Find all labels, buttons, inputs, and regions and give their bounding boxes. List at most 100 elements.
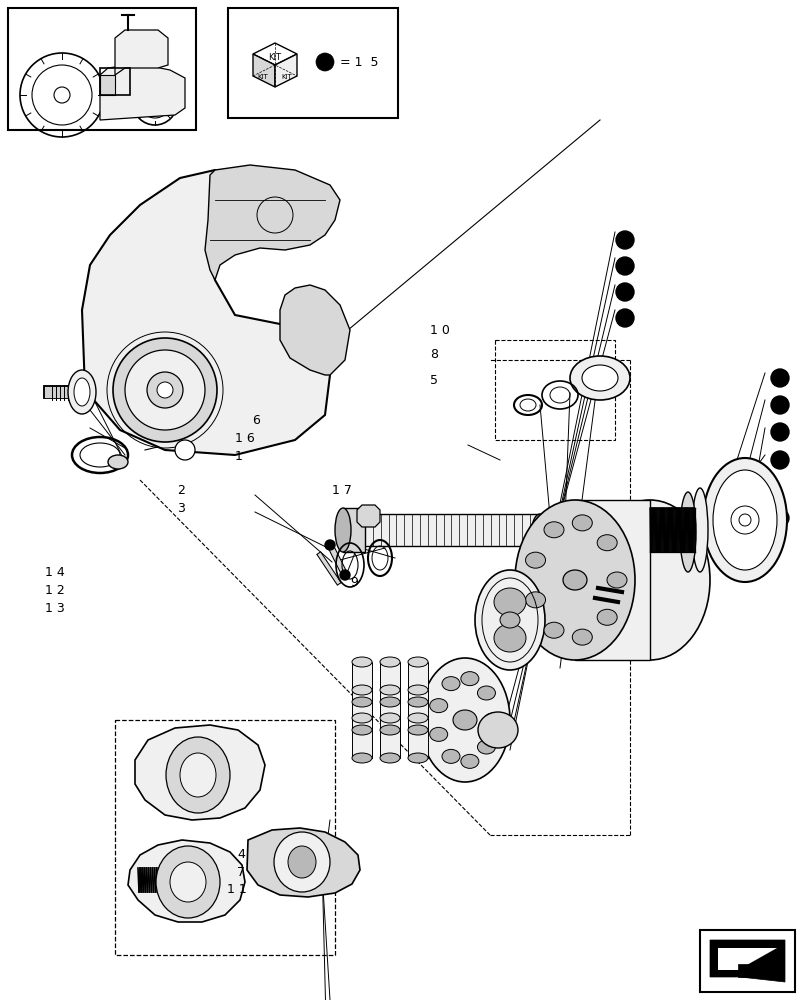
Polygon shape: [115, 30, 168, 75]
Circle shape: [340, 570, 350, 580]
Ellipse shape: [474, 570, 544, 670]
Ellipse shape: [590, 500, 709, 660]
Ellipse shape: [461, 672, 478, 686]
Ellipse shape: [180, 753, 216, 797]
Ellipse shape: [581, 365, 617, 391]
Bar: [380, 718, 400, 758]
Polygon shape: [253, 54, 275, 87]
Ellipse shape: [380, 713, 400, 723]
Ellipse shape: [380, 697, 400, 707]
Ellipse shape: [380, 685, 400, 695]
Ellipse shape: [691, 488, 707, 572]
Polygon shape: [275, 54, 297, 87]
Ellipse shape: [514, 500, 634, 660]
Ellipse shape: [572, 515, 591, 531]
Ellipse shape: [531, 514, 547, 546]
Circle shape: [770, 509, 788, 527]
Polygon shape: [82, 170, 329, 455]
Ellipse shape: [419, 658, 509, 782]
Ellipse shape: [351, 685, 371, 695]
Circle shape: [616, 283, 633, 301]
Ellipse shape: [335, 508, 350, 552]
Polygon shape: [357, 505, 380, 527]
Polygon shape: [354, 514, 539, 546]
Ellipse shape: [441, 677, 460, 691]
Ellipse shape: [461, 754, 478, 768]
Text: KIT: KIT: [257, 74, 268, 80]
Bar: [380, 662, 400, 702]
Ellipse shape: [596, 609, 616, 625]
Text: KIT: KIT: [281, 74, 292, 80]
Ellipse shape: [351, 697, 371, 707]
Ellipse shape: [500, 612, 519, 628]
Ellipse shape: [712, 470, 776, 570]
Text: 9: 9: [350, 576, 358, 588]
Ellipse shape: [572, 629, 591, 645]
Ellipse shape: [569, 356, 629, 400]
Bar: [351, 718, 371, 758]
Bar: [228, 8, 397, 118]
Polygon shape: [342, 508, 365, 552]
Ellipse shape: [346, 514, 363, 546]
Bar: [495, 340, 614, 440]
Bar: [351, 690, 371, 730]
Polygon shape: [253, 43, 297, 65]
Circle shape: [147, 372, 182, 408]
Ellipse shape: [407, 725, 427, 735]
Circle shape: [616, 309, 633, 327]
Ellipse shape: [407, 713, 427, 723]
Polygon shape: [128, 840, 245, 922]
Polygon shape: [100, 75, 115, 95]
Circle shape: [770, 396, 788, 414]
Ellipse shape: [441, 749, 460, 763]
Ellipse shape: [169, 862, 206, 902]
Ellipse shape: [702, 458, 786, 582]
Ellipse shape: [483, 713, 501, 727]
Ellipse shape: [407, 753, 427, 763]
Text: 1 0: 1 0: [430, 324, 449, 336]
Text: 1 4: 1 4: [45, 566, 65, 578]
Ellipse shape: [156, 846, 220, 918]
Ellipse shape: [380, 725, 400, 735]
Circle shape: [616, 231, 633, 249]
Text: 3: 3: [177, 502, 185, 514]
Ellipse shape: [543, 522, 564, 538]
Circle shape: [770, 423, 788, 441]
Circle shape: [125, 350, 204, 430]
Text: 7: 7: [237, 866, 245, 879]
Bar: [699, 930, 794, 992]
Text: 1 2: 1 2: [45, 584, 65, 596]
Polygon shape: [280, 285, 350, 375]
Bar: [100, 68, 130, 95]
Ellipse shape: [407, 657, 427, 667]
Bar: [407, 718, 427, 758]
Circle shape: [616, 257, 633, 275]
Circle shape: [324, 540, 335, 550]
Circle shape: [175, 440, 195, 460]
Ellipse shape: [493, 588, 526, 616]
Ellipse shape: [429, 727, 447, 741]
Polygon shape: [247, 828, 359, 897]
Bar: [115, 720, 335, 955]
Text: 4: 4: [237, 848, 245, 861]
Polygon shape: [717, 948, 776, 970]
Polygon shape: [737, 964, 782, 977]
Ellipse shape: [288, 846, 315, 878]
Bar: [351, 662, 371, 702]
Ellipse shape: [478, 712, 517, 748]
Ellipse shape: [477, 740, 495, 754]
Text: 1 1: 1 1: [227, 883, 247, 896]
Circle shape: [770, 451, 788, 469]
Ellipse shape: [453, 710, 476, 730]
Ellipse shape: [351, 657, 371, 667]
Bar: [8, 8, 195, 130]
Ellipse shape: [351, 753, 371, 763]
Bar: [407, 690, 427, 730]
Ellipse shape: [380, 753, 400, 763]
Polygon shape: [135, 725, 264, 820]
Ellipse shape: [108, 455, 128, 469]
Ellipse shape: [477, 686, 495, 700]
Text: 2: 2: [177, 484, 185, 496]
Polygon shape: [100, 65, 185, 120]
Ellipse shape: [562, 570, 586, 590]
